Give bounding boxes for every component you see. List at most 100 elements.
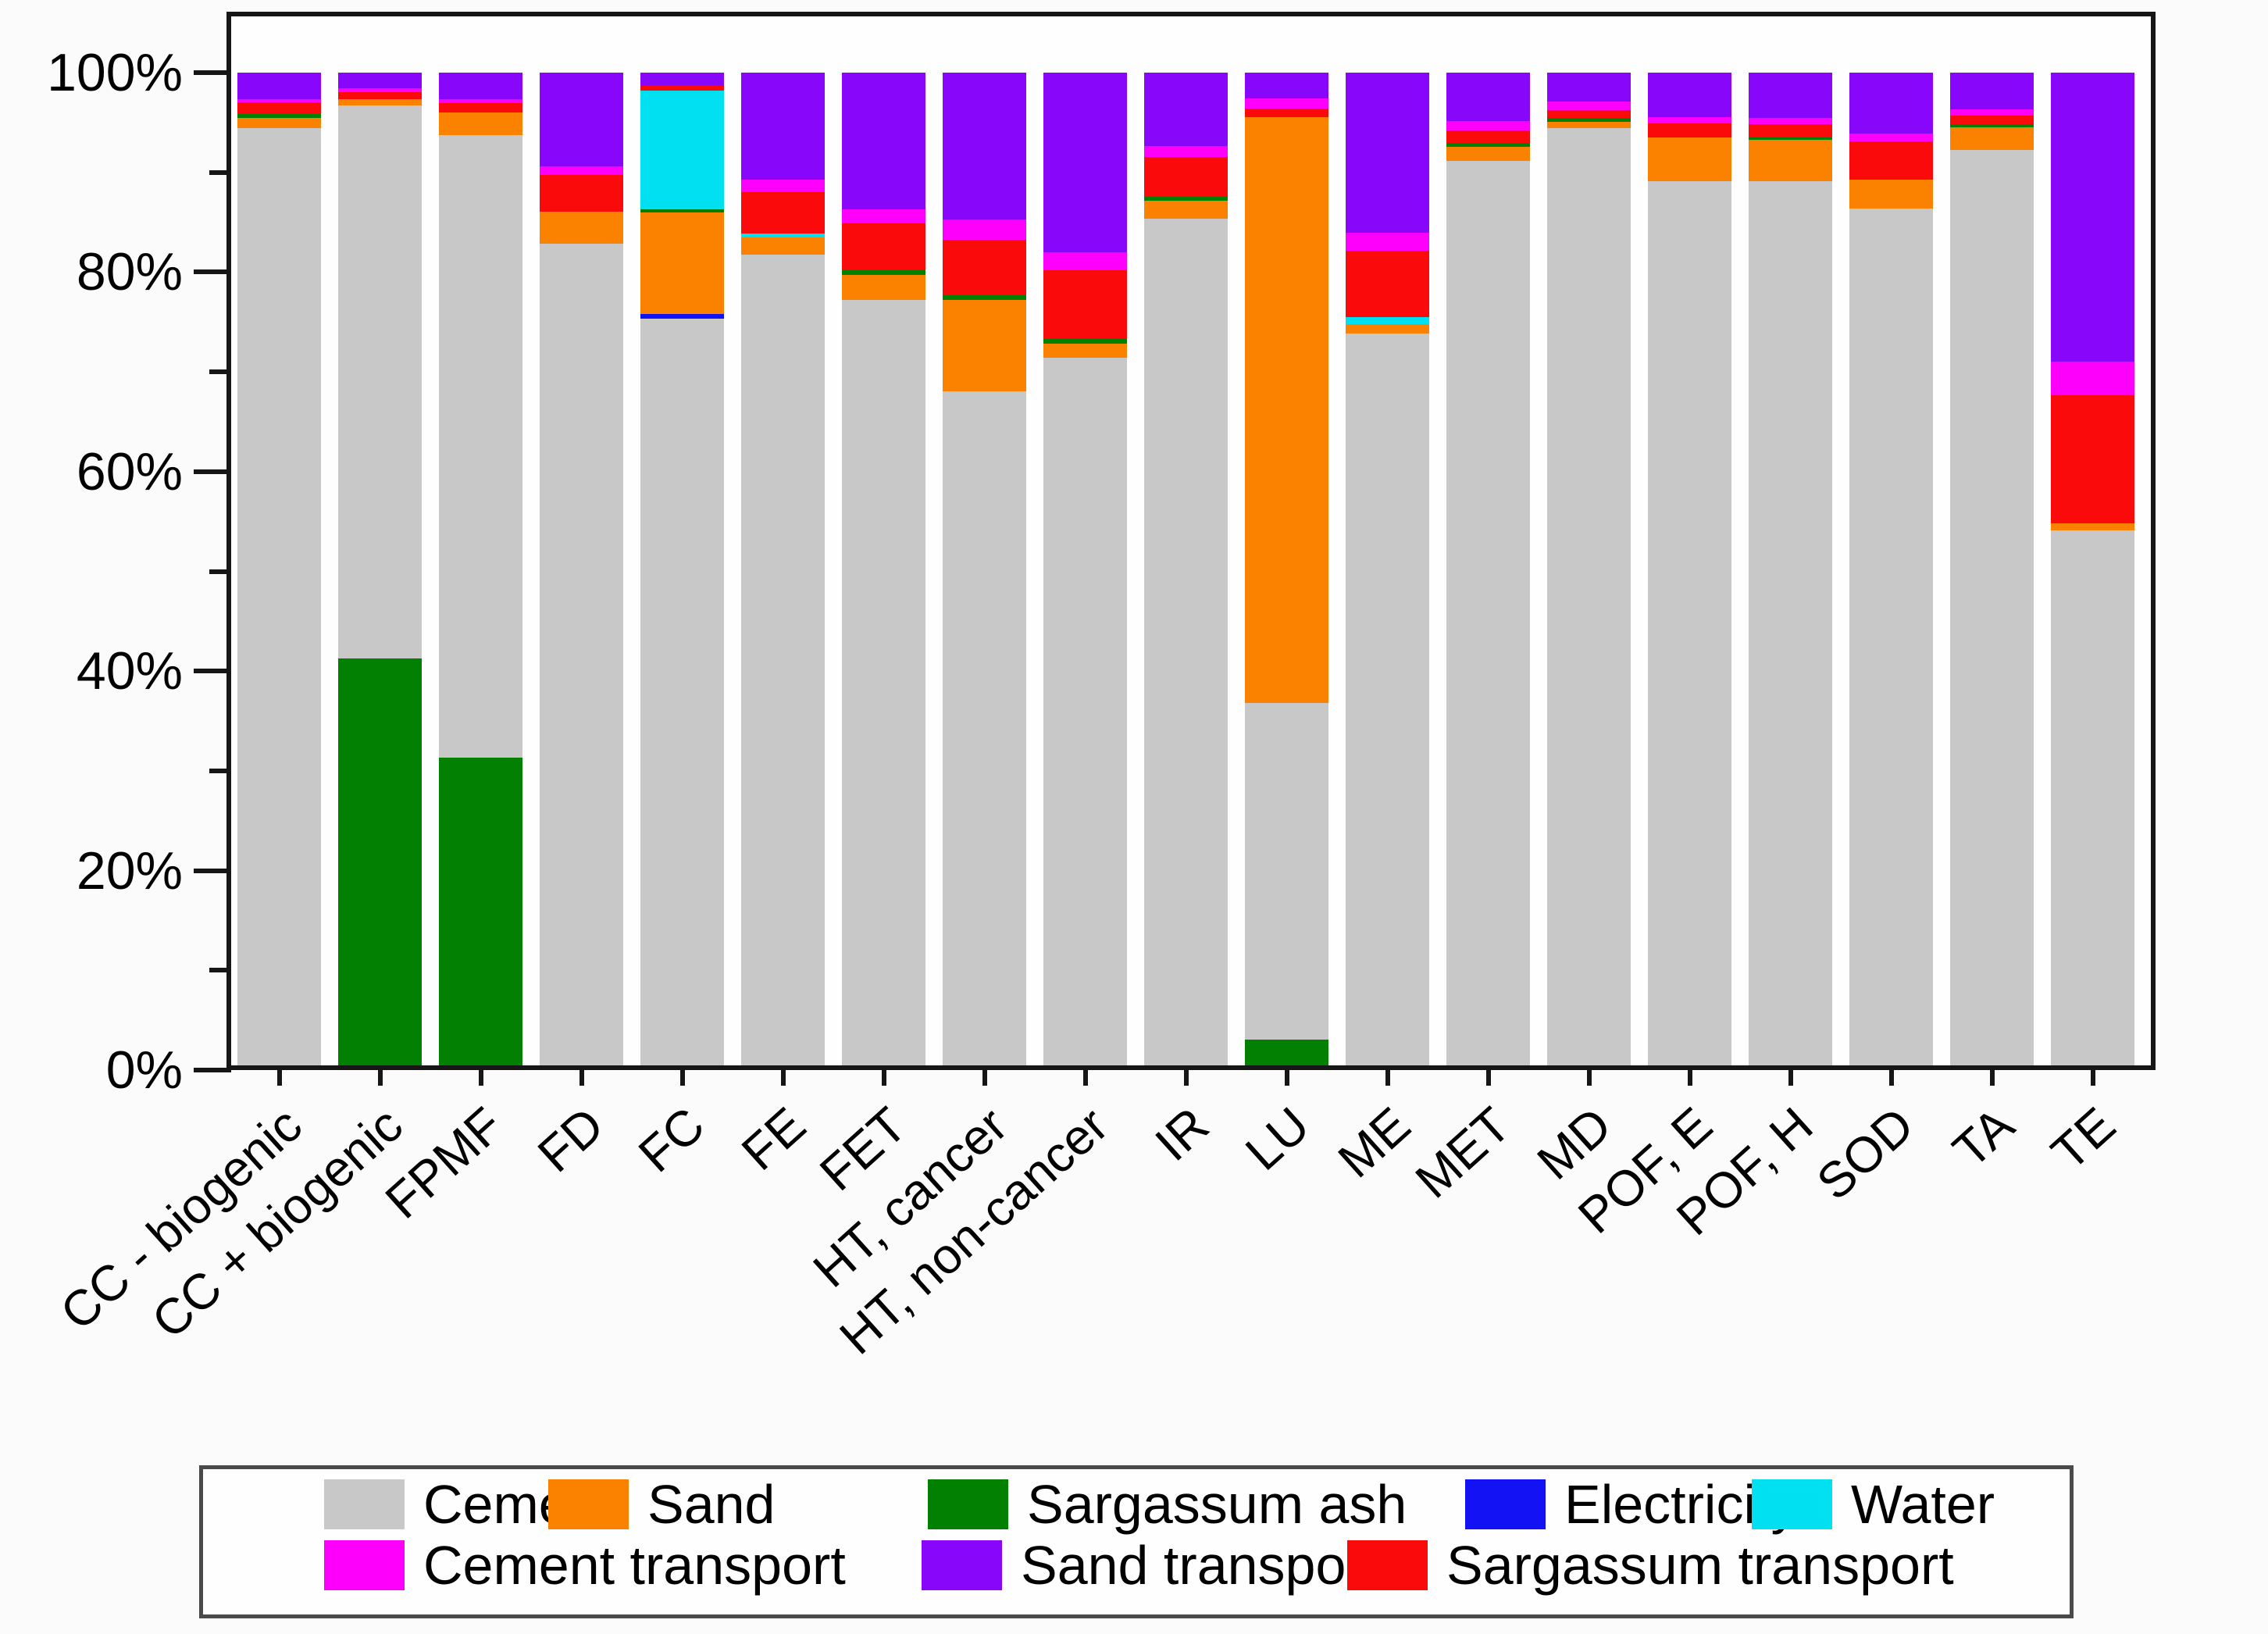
- y-axis-tick-label-60: 60%: [76, 441, 183, 501]
- y-axis-tick-90: [209, 169, 231, 175]
- bar-segment-sargassum_ash: [1950, 124, 2034, 127]
- bar-segment-sand_transport: [1043, 73, 1127, 253]
- bar-fc: [640, 73, 724, 1065]
- legend-label-cement_transport: Cement transport: [423, 1535, 846, 1596]
- bar-segment-sargassum_ash: [1547, 117, 1631, 122]
- bar-segment-sargassum_transport: [1849, 141, 1933, 180]
- bar-segment-cement: [1849, 209, 1933, 1065]
- bar-cc-biogenic: [338, 73, 422, 1065]
- x-axis-label-met: MET: [1405, 1096, 1521, 1209]
- bar-segment-cement_transport: [2051, 361, 2134, 396]
- bar-segment-sargassum_transport: [1043, 269, 1127, 339]
- bar-segment-sand: [338, 98, 422, 105]
- bar-segment-sand: [1245, 117, 1328, 704]
- bar-segment-sand: [2051, 523, 2134, 530]
- x-axis-label-sod: SOD: [1806, 1096, 1924, 1211]
- x-axis-label-te: TE: [2040, 1096, 2126, 1181]
- x-axis-tick-cc-biogenic: [276, 1065, 282, 1086]
- bar-segment-sargassum_ash: [439, 758, 522, 1065]
- bar-fe: [741, 73, 825, 1065]
- bar-segment-cement: [741, 254, 825, 1065]
- bar-segment-sargassum_transport: [1749, 124, 1832, 137]
- bar-segment-cement: [1346, 334, 1429, 1065]
- x-axis-label-me: ME: [1327, 1096, 1421, 1189]
- bar-segment-sargassum_ash: [842, 269, 925, 276]
- bar-segment-sand: [237, 118, 321, 129]
- legend-label-sand: Sand: [647, 1474, 776, 1535]
- bar-segment-sand_transport: [943, 73, 1026, 220]
- bar-segment-sand: [1144, 200, 1228, 219]
- y-axis-tick-label-100: 100%: [47, 43, 183, 102]
- bar-ht-non-cancer: [1043, 73, 1127, 1065]
- bar-segment-sargassum_transport: [1346, 250, 1429, 317]
- bar-segment-sand: [1648, 137, 1731, 181]
- x-axis-tick-te: [2090, 1065, 2095, 1086]
- x-axis-tick-md: [1586, 1065, 1592, 1086]
- x-axis-tick-sod: [1888, 1065, 1894, 1086]
- bar-segment-cement_transport: [1849, 133, 1933, 141]
- y-axis-tick-100: [194, 70, 231, 75]
- y-axis-tick-70: [209, 369, 231, 375]
- bar-segment-sand: [540, 211, 623, 244]
- bar-segment-sargassum_transport: [1950, 115, 2034, 125]
- bar-lu: [1245, 73, 1328, 1065]
- bar-segment-sargassum_ash: [1749, 137, 1832, 141]
- bar-md: [1547, 73, 1631, 1065]
- x-axis-tick-pof-h: [1788, 1065, 1793, 1086]
- bar-segment-cement_transport: [338, 88, 422, 93]
- bar-segment-cement_transport: [1245, 98, 1328, 109]
- bar-segment-sand: [1346, 323, 1429, 334]
- legend-item-sargassum_ash: Sargassum ash: [928, 1476, 1407, 1532]
- bar-segment-cement: [1648, 180, 1731, 1065]
- x-axis-tick-fd: [579, 1065, 584, 1086]
- bar-te: [2051, 73, 2134, 1065]
- legend-swatch-water: [1752, 1479, 1832, 1529]
- bar-segment-cement: [640, 319, 724, 1065]
- legend-label-water: Water: [1851, 1474, 1995, 1535]
- bar-segment-sand: [1446, 147, 1530, 162]
- x-axis-tick-pof-e: [1687, 1065, 1692, 1086]
- bar-segment-water: [640, 90, 724, 210]
- x-axis-tick-fc: [679, 1065, 685, 1086]
- bar-segment-cement_transport: [1648, 117, 1731, 123]
- bar-segment-sargassum_transport: [1446, 130, 1530, 144]
- bar-ir: [1144, 73, 1228, 1065]
- bar-segment-sargassum_ash: [1245, 1039, 1328, 1065]
- bar-ta: [1950, 73, 2034, 1065]
- legend-swatch-cement: [324, 1479, 405, 1529]
- bar-cc-biogenic: [237, 73, 321, 1065]
- y-axis-tick-50: [209, 569, 231, 574]
- bar-segment-sargassum_transport: [1547, 110, 1631, 118]
- x-axis-tick-lu: [1284, 1065, 1289, 1086]
- bar-segment-cement_transport: [741, 180, 825, 192]
- bar-segment-sargassum_transport: [1144, 157, 1228, 197]
- bar-segment-sand_transport: [1245, 73, 1328, 99]
- legend-item-cement_transport: Cement transport: [324, 1537, 846, 1593]
- x-axis-tick-ta: [1989, 1065, 1995, 1086]
- legend-item-electricity: Electricity: [1465, 1476, 1798, 1532]
- bar-segment-cement_transport: [439, 99, 522, 104]
- bar-segment-sargassum_ash: [640, 209, 724, 213]
- x-axis-tick-ht-cancer: [982, 1065, 987, 1086]
- y-axis-tick-label-20: 20%: [76, 840, 183, 901]
- bar-segment-sand: [1749, 140, 1832, 181]
- bar-segment-sand: [1547, 121, 1631, 129]
- y-axis-tick-10: [209, 968, 231, 973]
- bar-pof-e: [1648, 73, 1731, 1065]
- bar-segment-sand: [842, 275, 925, 301]
- bar-segment-sand_transport: [338, 73, 422, 89]
- bar-segment-sargassum_transport: [540, 174, 623, 212]
- bar-segment-cement_transport: [540, 166, 623, 175]
- legend-swatch-sand_transport: [922, 1540, 1002, 1590]
- legend-item-sand_transport: Sand transport: [922, 1537, 1379, 1593]
- legend-label-sand_transport: Sand transport: [1021, 1535, 1380, 1596]
- x-axis-label-ta: TA: [1942, 1096, 2025, 1179]
- bar-segment-cement_transport: [1950, 109, 2034, 116]
- bar-segment-sargassum_ash: [1144, 196, 1228, 201]
- bar-segment-cement: [1245, 703, 1328, 1040]
- bar-segment-sand_transport: [640, 73, 724, 86]
- bar-segment-sargassum_transport: [741, 191, 825, 234]
- bar-segment-cement_transport: [1749, 118, 1832, 125]
- bar-segment-sand_transport: [1547, 73, 1631, 102]
